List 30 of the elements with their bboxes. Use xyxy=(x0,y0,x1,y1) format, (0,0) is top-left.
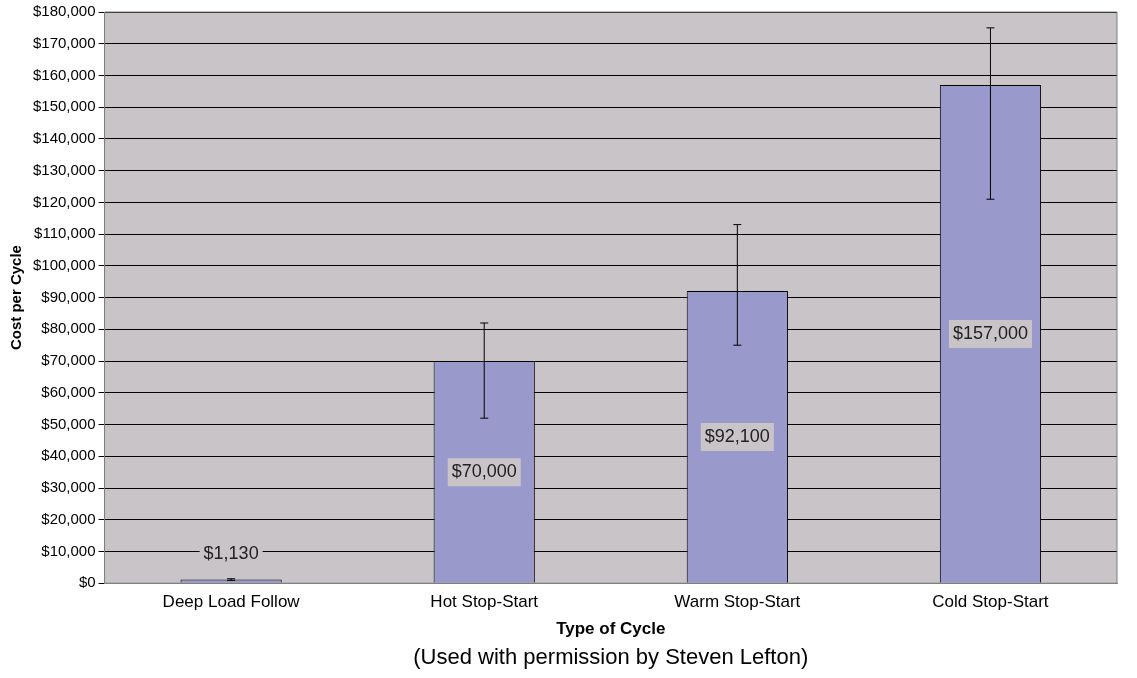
y-tick-label: $150,000 xyxy=(32,97,96,115)
y-tick-label: $80,000 xyxy=(41,319,96,337)
y-tick-label: $0 xyxy=(78,573,96,591)
text: (Used with permission by Steven Lefton) xyxy=(413,644,809,669)
y-tick-label: $110,000 xyxy=(34,224,96,242)
x-tick-label: Hot Stop-Start xyxy=(430,592,539,612)
y-tick-label: $100,000 xyxy=(32,256,96,274)
y-tick-label: $170,000 xyxy=(32,33,96,51)
y-tick-label: $140,000 xyxy=(32,129,96,147)
y-tick-label: $40,000 xyxy=(41,446,96,464)
y-tick-label: $60,000 xyxy=(41,382,96,400)
x-tick-label: Deep Load Follow xyxy=(162,592,301,612)
data-label: $70,000 xyxy=(451,461,517,482)
y-tick-label: $160,000 xyxy=(32,65,96,83)
x-axis-title: Type of Cycle xyxy=(556,619,666,639)
y-axis-title: Cost per Cycle xyxy=(7,245,25,351)
y-tick-label: $180,000 xyxy=(32,2,96,20)
x-tick-label: Warm Stop-Start xyxy=(674,592,801,612)
data-label: $1,130 xyxy=(203,542,259,563)
y-tick-label: $120,000 xyxy=(32,192,96,210)
y-tick-label: $130,000 xyxy=(32,160,96,178)
x-tick-label: Cold Stop-Start xyxy=(932,592,1049,612)
data-label: $92,100 xyxy=(704,426,770,447)
y-tick-label: $20,000 xyxy=(41,509,96,527)
y-tick-label: $30,000 xyxy=(41,478,96,496)
y-tick-label: $10,000 xyxy=(41,541,96,559)
data-label: $157,000 xyxy=(952,323,1028,344)
y-tick-label: $70,000 xyxy=(41,351,96,369)
y-tick-label: $90,000 xyxy=(41,287,96,305)
y-tick-label: $50,000 xyxy=(41,414,96,432)
